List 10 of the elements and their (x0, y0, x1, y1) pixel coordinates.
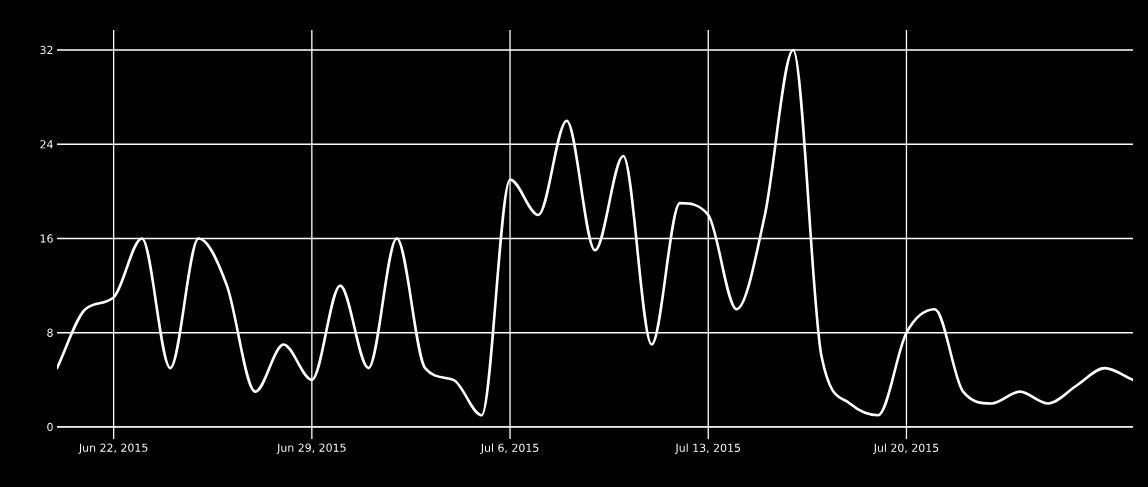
y-tick-label: 8 (47, 328, 53, 337)
x-tick-label: Jul 20, 2015 (873, 443, 939, 455)
y-tick-label: 24 (40, 140, 53, 149)
x-tick-label: Jul 13, 2015 (674, 443, 741, 455)
y-tick-label: 32 (40, 45, 53, 55)
y-tick-label: 0 (47, 422, 53, 432)
x-tick-label: Jul 6, 2015 (480, 443, 539, 455)
y-tick-label: 16 (40, 234, 53, 243)
x-tick-label: Jun 29, 2015 (276, 443, 346, 454)
x-tick-label: Jun 22, 2015 (78, 443, 148, 454)
